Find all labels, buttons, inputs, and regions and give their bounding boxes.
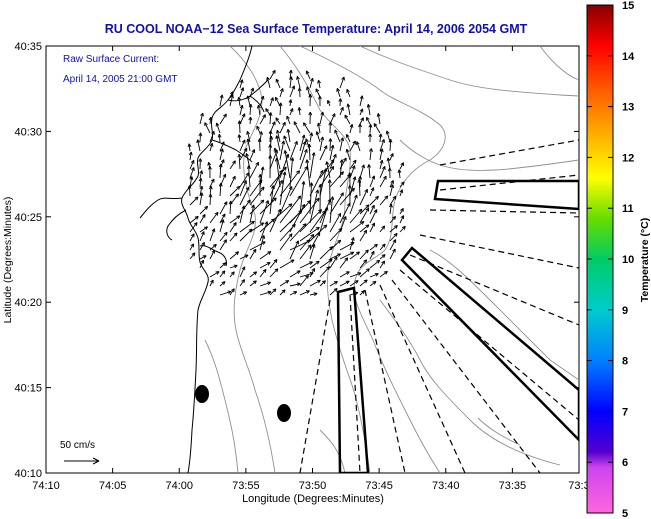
scale-arrow — [64, 457, 100, 465]
colorbar-tick-label: 15 — [622, 0, 634, 12]
colorbar-tick-label: 7 — [622, 406, 628, 418]
current-vectors — [187, 69, 406, 296]
y-tick-label: 40:35 — [14, 41, 42, 53]
y-tick-label: 40:30 — [14, 126, 42, 138]
radar-beams — [299, 139, 579, 473]
scale-label: 50 cm/s — [60, 440, 95, 451]
x-axis-ticks: 74:10 74:05 74:00 73:55 73:50 73:45 73:40 73:35… — [32, 46, 590, 492]
colorbar-tick-label: 14 — [622, 51, 635, 63]
map-layers — [139, 46, 579, 473]
colorbar-tick-label: 13 — [622, 102, 634, 114]
y-tick-label: 40:25 — [14, 212, 42, 224]
y-axis-label: Latitude (Degrees:Minutes) — [2, 197, 14, 324]
colorbar-ticks: 15 14 13 12 11 10 9 8 7 6 5 — [587, 0, 635, 519]
x-tick-label: 73:3 — [568, 480, 589, 492]
y-tick-label: 40:15 — [14, 383, 42, 395]
x-tick-label: 73:40 — [432, 480, 460, 492]
x-tick-label: 74:10 — [32, 480, 60, 492]
colorbar-tick-label: 10 — [622, 254, 634, 266]
colorbar-tick-label: 12 — [622, 152, 634, 164]
plot-frame — [45, 45, 580, 474]
bathymetry-contours — [204, 46, 579, 473]
x-tick-label: 74:05 — [99, 480, 127, 492]
x-tick-label: 73:55 — [232, 480, 260, 492]
map-title: RU COOL NOAA−12 Sea Surface Temperature:… — [105, 22, 528, 36]
colorbar-tick-label: 8 — [622, 356, 628, 368]
radar-sectors — [336, 179, 579, 473]
colorbar-label: Temperature (°C) — [639, 218, 651, 303]
station-marker — [195, 385, 209, 403]
colorbar-tick-label: 11 — [622, 203, 634, 215]
x-tick-label: 73:45 — [365, 480, 393, 492]
y-axis-ticks: 40:35 40:30 40:25 40:20 40:15 40:10 — [14, 41, 579, 480]
y-tick-label: 40:20 — [14, 297, 42, 309]
x-axis-label: Longitude (Degrees:Minutes) — [242, 493, 384, 505]
raw-current-label: Raw Surface Current: — [63, 54, 159, 65]
y-tick-label: 40:10 — [14, 468, 42, 480]
colorbar-tick-label: 5 — [622, 508, 628, 519]
station-marker — [277, 404, 291, 422]
x-tick-label: 73:35 — [499, 480, 527, 492]
raw-current-timestamp: April 14, 2005 21:00 GMT — [63, 74, 178, 85]
x-tick-label: 73:50 — [299, 480, 327, 492]
x-tick-label: 74:00 — [165, 480, 193, 492]
colorbar-tick-label: 9 — [622, 305, 628, 317]
colorbar-tick-label: 6 — [622, 457, 628, 469]
